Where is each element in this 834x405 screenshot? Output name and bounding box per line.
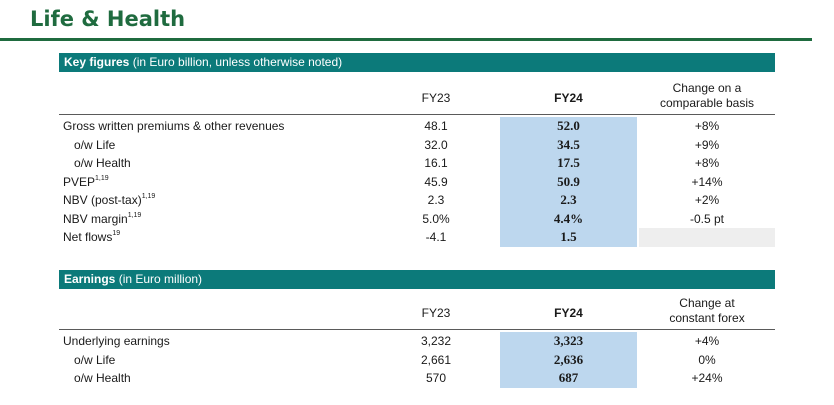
column-header-change-line1: Change on a <box>672 81 742 95</box>
fy24-value: 3,323 <box>500 332 637 351</box>
change-value: +9% <box>694 137 720 152</box>
column-header-fy23: FY23 <box>421 91 451 105</box>
fy23-value: 2,661 <box>420 352 452 367</box>
change-value: +8% <box>694 119 720 133</box>
fy24-value: 50.9 <box>500 172 637 191</box>
fy23-value: 48.1 <box>424 119 448 133</box>
column-header-change-line1: Change at <box>679 296 735 310</box>
earnings-table: Earnings (in Euro million) FY23 FY24 Cha… <box>59 270 775 388</box>
fy24-value: 1.5 <box>500 228 637 247</box>
row-label-text: Net flows <box>63 230 113 244</box>
fy23-value: 16.1 <box>424 156 448 170</box>
column-header-fy23: FY23 <box>421 306 451 320</box>
table-row: Underlying earnings 3,232 3,323 +4% <box>59 332 775 351</box>
key-figures-header-title: Key figures <box>64 55 130 69</box>
column-header-change-line2: constant forex <box>669 311 745 325</box>
column-header-change-line2: comparable basis <box>659 96 755 110</box>
column-header-fy24: FY24 <box>554 306 583 320</box>
fy23-value: 5.0% <box>422 211 450 226</box>
change-value: +2% <box>694 193 720 207</box>
row-label-text: PVEP <box>63 174 96 189</box>
table-row: PVEP1,19 45.9 50.9 +14% <box>59 172 775 192</box>
fy24-value: 52.0 <box>500 117 637 136</box>
fy24-value: 4.4% <box>500 209 637 228</box>
change-value: +14% <box>691 174 723 189</box>
table-row: o/w Health 16.1 17.5 +8% <box>59 154 775 173</box>
key-figures-header: Key figures (in Euro billion, unless oth… <box>59 53 775 72</box>
row-label: NBV (post-tax)1,19 <box>63 191 155 210</box>
row-label: o/w Life <box>74 137 116 152</box>
earnings-header: Earnings (in Euro million) <box>59 270 775 289</box>
column-header-change: Change at constant forex <box>639 296 775 326</box>
change-value: -0.5 pt <box>689 211 725 226</box>
footnote-ref: 1,19 <box>127 211 142 219</box>
fy24-value: 687 <box>500 369 637 388</box>
earnings-column-headers: FY23 FY24 Change at constant forex <box>59 289 775 330</box>
change-value <box>639 228 775 247</box>
table-row: Net flows19 -4.1 1.5 <box>59 228 775 247</box>
row-label: o/w Life <box>74 352 116 367</box>
table-row: o/w Life 32.0 34.5 +9% <box>59 135 775 154</box>
fy24-value: 2.3 <box>500 191 637 210</box>
key-figures-column-headers: FY23 FY24 Change on a comparable basis <box>59 72 775 115</box>
earnings-header-note: (in Euro million) <box>115 272 203 286</box>
row-label: NBV margin1,19 <box>63 210 141 229</box>
fy23-value: 32.0 <box>424 137 448 152</box>
row-label: o/w Health <box>74 371 131 385</box>
fy24-value: 17.5 <box>500 154 637 173</box>
fy23-value: 570 <box>425 371 447 385</box>
table-row: Gross written premiums & other revenues … <box>59 117 775 136</box>
row-label-text: NBV (post-tax) <box>63 193 142 207</box>
row-label: PVEP1,19 <box>63 173 109 192</box>
row-label: o/w Health <box>74 156 131 170</box>
change-value: +8% <box>694 156 720 170</box>
earnings-header-title: Earnings <box>64 272 116 286</box>
fy23-value: 2.3 <box>427 193 445 207</box>
fy23-value: 3,232 <box>420 334 452 348</box>
change-value: +4% <box>694 334 720 348</box>
row-label: Underlying earnings <box>63 334 170 348</box>
column-header-change: Change on a comparable basis <box>639 81 775 111</box>
table-row: NBV margin1,19 5.0% 4.4% -0.5 pt <box>59 209 775 229</box>
key-figures-header-note: (in Euro billion, unless otherwise noted… <box>129 55 343 69</box>
fy24-value: 34.5 <box>500 135 637 154</box>
change-value: 0% <box>698 352 716 367</box>
fy24-value: 2,636 <box>500 350 637 369</box>
table-row: NBV (post-tax)1,19 2.3 2.3 +2% <box>59 191 775 210</box>
table-row: o/w Life 2,661 2,636 0% <box>59 350 775 369</box>
footnote-ref: 19 <box>112 230 121 237</box>
page-title: Life & Health <box>30 7 186 31</box>
row-label: Net flows19 <box>63 228 120 247</box>
footnote-ref: 1,19 <box>95 174 109 182</box>
column-header-fy24: FY24 <box>554 91 583 105</box>
title-divider <box>0 38 812 41</box>
fy23-value: 45.9 <box>424 174 448 189</box>
change-value: +24% <box>691 371 723 385</box>
table-row: o/w Health 570 687 +24% <box>59 369 775 388</box>
key-figures-table: Key figures (in Euro billion, unless oth… <box>59 53 775 247</box>
fy23-value: -4.1 <box>425 230 447 244</box>
row-label: Gross written premiums & other revenues <box>63 119 285 133</box>
footnote-ref: 1,19 <box>141 193 156 200</box>
row-label-text: NBV margin <box>63 211 128 226</box>
